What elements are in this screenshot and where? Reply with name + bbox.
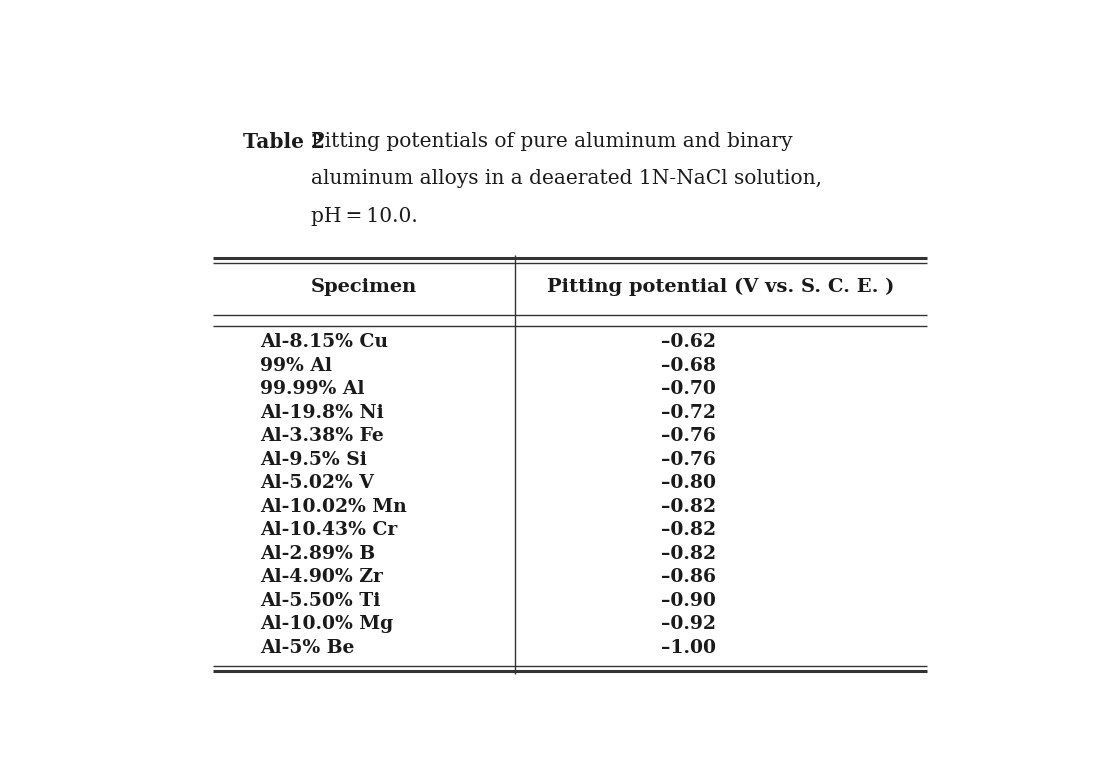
Text: 99.99% Al: 99.99% Al	[260, 380, 365, 398]
Text: –1.00: –1.00	[661, 639, 716, 657]
Text: Al-2.89% B: Al-2.89% B	[260, 545, 375, 562]
Text: Al-10.0% Mg: Al-10.0% Mg	[260, 615, 393, 633]
Text: –0.82: –0.82	[661, 521, 716, 539]
Text: Pitting potentials of pure aluminum and binary: Pitting potentials of pure aluminum and …	[311, 132, 792, 151]
Text: Al-3.38% Fe: Al-3.38% Fe	[260, 427, 384, 445]
Text: –0.90: –0.90	[661, 592, 716, 610]
Text: –0.82: –0.82	[661, 545, 716, 562]
Text: Specimen: Specimen	[311, 278, 418, 296]
Text: –0.82: –0.82	[661, 498, 716, 516]
Text: –0.80: –0.80	[661, 475, 716, 492]
Text: Al-8.15% Cu: Al-8.15% Cu	[260, 333, 388, 352]
Text: pH = 10.0.: pH = 10.0.	[311, 207, 418, 226]
Text: –0.70: –0.70	[661, 380, 716, 398]
Text: Al-5.02% V: Al-5.02% V	[260, 475, 374, 492]
Text: Table 2: Table 2	[243, 132, 326, 152]
Text: aluminum alloys in a deaerated 1N-NaCl solution,: aluminum alloys in a deaerated 1N-NaCl s…	[311, 170, 822, 188]
Text: Al-19.8% Ni: Al-19.8% Ni	[260, 404, 384, 422]
Text: –0.76: –0.76	[661, 450, 716, 469]
Text: Al-10.02% Mn: Al-10.02% Mn	[260, 498, 407, 516]
Text: 99% Al: 99% Al	[260, 357, 332, 375]
Text: Al-10.43% Cr: Al-10.43% Cr	[260, 521, 398, 539]
Text: –0.86: –0.86	[661, 568, 716, 587]
Text: Al-4.90% Zr: Al-4.90% Zr	[260, 568, 383, 587]
Text: –0.68: –0.68	[661, 357, 716, 375]
Text: –0.62: –0.62	[661, 333, 716, 352]
Text: –0.92: –0.92	[661, 615, 716, 633]
Text: Pitting potential (V vs. S. C. E. ): Pitting potential (V vs. S. C. E. )	[547, 278, 894, 296]
Text: –0.76: –0.76	[661, 427, 716, 445]
Text: Al-5% Be: Al-5% Be	[260, 639, 354, 657]
Text: –0.72: –0.72	[661, 404, 716, 422]
Text: Al-5.50% Ti: Al-5.50% Ti	[260, 592, 380, 610]
Text: Al-9.5% Si: Al-9.5% Si	[260, 450, 367, 469]
